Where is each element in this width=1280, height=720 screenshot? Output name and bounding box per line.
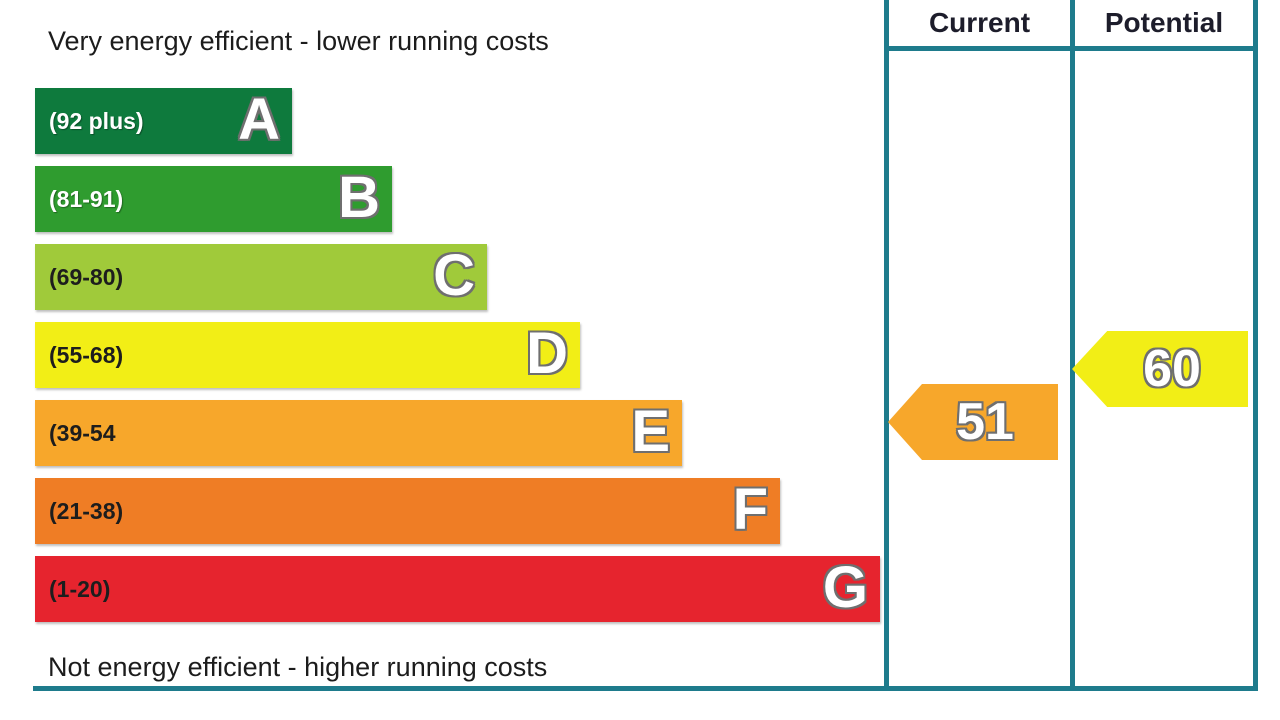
band-a-range: (92 plus): [49, 108, 144, 134]
band-d-letter: D: [526, 321, 568, 386]
band-g-range: (1-20): [49, 576, 111, 602]
band-c: (69-80) C: [35, 244, 487, 310]
divider-right-edge: [1253, 0, 1258, 691]
band-e-range: (39-54: [49, 420, 116, 446]
band-e-letter: E: [631, 399, 670, 464]
band-g: (1-20) G: [35, 556, 880, 622]
band-f: (21-38) F: [35, 478, 780, 544]
bottom-border: [33, 686, 1258, 691]
band-c-letter: C: [433, 243, 475, 308]
band-d-range: (55-68): [49, 342, 124, 368]
band-f-range: (21-38): [49, 498, 124, 524]
divider-current-potential: [1070, 0, 1075, 691]
band-a: (92 plus) A: [35, 88, 292, 154]
potential-rating-arrow: 60: [1072, 331, 1248, 407]
band-f-letter: F: [732, 477, 768, 542]
band-a-letter: A: [238, 87, 280, 152]
bottom-caption: Not energy efficient - higher running co…: [48, 652, 548, 682]
divider-current-left: [884, 0, 889, 691]
potential-rating-value: 60: [1143, 340, 1201, 398]
band-c-range: (69-80): [49, 264, 124, 290]
band-b-range: (81-91): [49, 186, 124, 212]
band-b-letter: B: [338, 165, 380, 230]
potential-column-header: Potential: [1104, 7, 1224, 38]
band-d: (55-68) D: [35, 322, 580, 388]
band-g-letter: G: [822, 555, 868, 620]
current-rating-value: 51: [956, 393, 1014, 451]
top-caption: Very energy efficient - lower running co…: [48, 26, 549, 56]
current-column-header: Current: [928, 7, 1031, 38]
header-underline: [884, 46, 1258, 51]
current-rating-arrow: 51: [888, 384, 1058, 460]
band-e: (39-54 E: [35, 400, 682, 466]
band-b: (81-91) B: [35, 166, 392, 232]
